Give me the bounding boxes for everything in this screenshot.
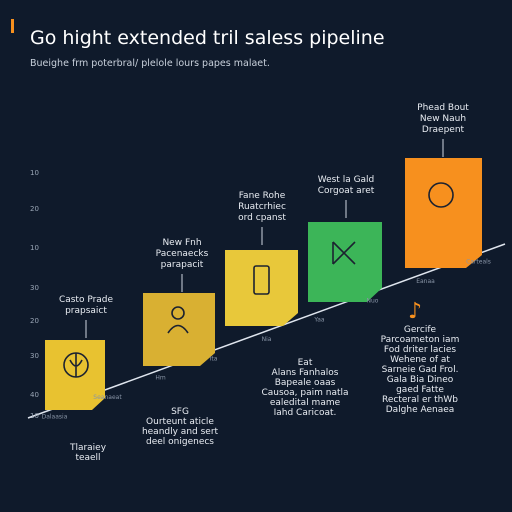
stage-note: gaed Fatte xyxy=(396,385,444,395)
icons xyxy=(63,182,454,378)
stage-note: Parcoameton iam xyxy=(381,335,460,345)
line-label: Ita xyxy=(210,355,218,362)
stage-note: SFG xyxy=(171,407,189,417)
stage-note: Sarneie Gad Frol. xyxy=(382,365,459,375)
line-label: Hm xyxy=(155,375,166,382)
stage-blocks xyxy=(45,158,482,410)
accent-bar xyxy=(11,19,14,33)
axis-label: 30 xyxy=(30,352,39,360)
axis-label: 10 xyxy=(30,169,39,177)
stage-label: Corgoat aret xyxy=(318,186,375,196)
line-label: Carteals xyxy=(466,259,491,266)
axis-label: 30 xyxy=(30,284,39,292)
stage-note: Tlaraiey xyxy=(69,443,107,453)
stage-label: West la Gald xyxy=(318,175,375,185)
icon-globe-detail xyxy=(69,353,83,377)
stage-label: ord cpanst xyxy=(238,213,286,223)
stage-note: Bapeale oaas xyxy=(275,378,336,388)
stage-block xyxy=(225,250,298,326)
stage-note: Causoa, paim natla xyxy=(261,388,348,398)
line-label: Yaa xyxy=(313,317,325,324)
axis-label: 20 xyxy=(30,317,39,325)
pipeline-line xyxy=(27,243,506,419)
stage-note: Fod driter lacies xyxy=(384,345,456,355)
icon-phone xyxy=(253,265,270,295)
stage-note: Gala Bia Dineo xyxy=(387,375,454,385)
stage-note: Gercife xyxy=(404,325,437,335)
music-note: ♪ xyxy=(408,299,422,324)
stage-label: prapsaict xyxy=(65,306,107,316)
stage-block xyxy=(143,293,215,366)
line-label: Seanaeat xyxy=(93,394,122,401)
stage-note: Iahd Caricoat. xyxy=(274,408,337,418)
stage-note: heandly and sert xyxy=(142,427,219,437)
line-label: Nia xyxy=(262,336,272,343)
axis-label: 40 xyxy=(30,391,39,399)
line-label: Nuo xyxy=(367,297,379,304)
stage-note: teaell xyxy=(75,453,100,463)
axis-label: 20 xyxy=(30,205,39,213)
icon-person xyxy=(171,306,185,320)
stage-label: Draepent xyxy=(422,125,465,135)
stage-note: Dalghe Aenaea xyxy=(386,405,455,415)
stage-label: Phead Bout xyxy=(417,103,469,113)
stage-note: Alans Fanhalos xyxy=(272,368,339,378)
stage-note: Recteral er thWb xyxy=(382,395,458,405)
stage-note: deel onigenecs xyxy=(146,437,214,447)
stage-label: Ruatcrhiec xyxy=(238,202,286,212)
icon-people xyxy=(428,182,454,208)
line-label: Eanaa xyxy=(416,278,435,285)
axis-label: 10 xyxy=(30,244,39,252)
stage-block xyxy=(405,158,482,268)
title: Go hight extended tril saless pipeline xyxy=(30,27,385,49)
stage-label: Casto Prade xyxy=(59,295,114,305)
axis-label: 10 xyxy=(30,412,39,420)
stage-note: ealedital mame xyxy=(270,398,341,408)
stage-block xyxy=(308,222,382,302)
subtitle: Bueighe frm poterbral/ plelole lours pap… xyxy=(30,58,270,69)
line-label: Dalaasia xyxy=(42,413,68,420)
stage-label: New Fnh xyxy=(162,238,201,248)
stage-label: parapacit xyxy=(161,260,204,270)
stage-note: Eat xyxy=(298,358,313,368)
icon-chart xyxy=(332,241,356,265)
stage-label: Fane Rohe xyxy=(239,191,286,201)
stage-note: Ourteunt aticle xyxy=(146,417,214,427)
stage-label: Pacenaecks xyxy=(156,249,209,259)
stage-block xyxy=(45,340,105,410)
icon-person-body xyxy=(167,324,189,334)
stage-note: Wehene of at xyxy=(390,355,450,365)
stage-label: New Nauh xyxy=(420,114,466,124)
